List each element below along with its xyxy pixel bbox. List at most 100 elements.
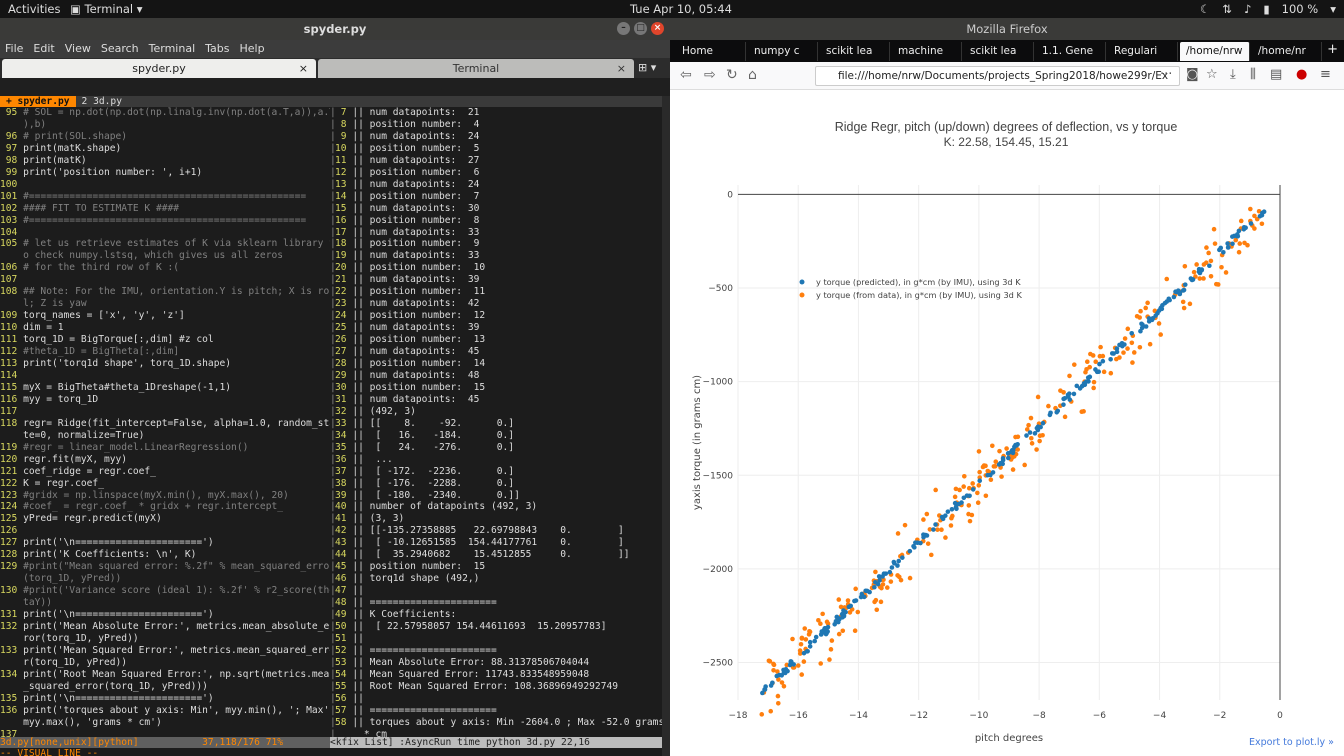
- menu-item-edit[interactable]: Edit: [33, 42, 55, 55]
- code-text: myX = BigTheta#theta_1Dreshape(-1,1): [17, 381, 232, 393]
- output-text: || ======================: [346, 704, 497, 716]
- line-number: 54: [335, 668, 347, 680]
- reload-icon[interactable]: ↻: [726, 67, 738, 83]
- output-line: 27 || num datapoints: 45: [335, 346, 662, 358]
- menu-item-terminal[interactable]: Terminal: [148, 42, 196, 55]
- terminal-titlebar[interactable]: spyder.py – □ ×: [0, 18, 670, 40]
- data-point-observed: [1180, 299, 1186, 305]
- page-actions-icon[interactable]: ···: [1160, 67, 1173, 82]
- browser-tab[interactable]: /home/nrw: [1180, 42, 1250, 61]
- data-point-predicted: [779, 673, 785, 678]
- data-point-predicted: [843, 609, 848, 615]
- y-tick-label: −1000: [703, 378, 734, 388]
- browser-tab[interactable]: Regulari: [1108, 42, 1178, 61]
- output-text: || position number: 5: [346, 142, 480, 154]
- output-line: 14 || position number: 7: [335, 191, 662, 203]
- line-number: 42: [335, 525, 347, 537]
- maximize-button[interactable]: □: [634, 22, 647, 35]
- pocket-icon[interactable]: ◙: [1186, 67, 1199, 82]
- browser-tab-label: /home/nrw: [1186, 45, 1243, 57]
- terminal-scrollbar[interactable]: [662, 96, 670, 756]
- line-number: 53: [335, 656, 347, 668]
- vim-editor[interactable]: + spyder.py 2 3d.py 95 # SOL = np.dot(np…: [0, 96, 682, 756]
- firefox-titlebar[interactable]: Mozilla Firefox: [670, 18, 1344, 40]
- data-point-observed: [1233, 237, 1239, 243]
- data-point-observed: [975, 490, 980, 496]
- data-point-observed: [1022, 462, 1027, 468]
- new-tab-button[interactable]: +: [1327, 42, 1338, 57]
- terminal-icon: ▣: [70, 2, 85, 16]
- library-icon[interactable]: ⫼: [1250, 67, 1256, 82]
- sidebar-icon[interactable]: ▤: [1270, 67, 1283, 82]
- data-point-predicted: [804, 649, 810, 654]
- forward-icon[interactable]: ⇨: [704, 67, 716, 83]
- data-point-predicted: [819, 629, 825, 634]
- bookmark-star-icon[interactable]: ☆: [1206, 67, 1218, 82]
- clock[interactable]: Tue Apr 10, 05:44: [630, 2, 732, 16]
- data-point-observed: [990, 443, 995, 449]
- chevron-down-icon: ▾: [1330, 2, 1336, 16]
- browser-tab[interactable]: Home: [676, 42, 746, 61]
- line-number: 107: [0, 274, 18, 286]
- menu-item-view[interactable]: View: [64, 42, 91, 55]
- line-number: 7: [335, 107, 347, 118]
- ublock-icon[interactable]: ●: [1296, 67, 1308, 82]
- activities-button[interactable]: Activities: [8, 2, 61, 16]
- export-to-plotly-link[interactable]: Export to plot.ly »: [1249, 737, 1334, 748]
- browser-tab[interactable]: numpy c: [748, 42, 818, 61]
- code-text: ## Note: For the IMU, orientation.Y is p…: [17, 286, 330, 298]
- system-tray[interactable]: ☾ ⇅ ♪ ▮ 100 % ▾: [1200, 2, 1336, 16]
- menu-item-tabs[interactable]: Tabs: [205, 42, 230, 55]
- data-point-observed: [1194, 262, 1199, 267]
- close-button[interactable]: ×: [651, 22, 664, 35]
- x-tick-label: −14: [849, 711, 868, 721]
- browser-tab[interactable]: 1.1. Gene: [1036, 42, 1106, 61]
- vim-tab-3d[interactable]: 2 3d.py: [81, 96, 122, 107]
- data-point-observed: [1252, 213, 1257, 219]
- code-line: 116 myy = torq_1D: [0, 394, 330, 406]
- code-pane[interactable]: 95 # SOL = np.dot(np.dot(np.linalg.inv(n…: [0, 107, 330, 737]
- menu-item-help[interactable]: Help: [239, 42, 265, 55]
- data-point-observed: [943, 535, 948, 540]
- output-line: 8 || position number: 4: [335, 119, 662, 131]
- url-bar[interactable]: file:///home/nrw/Documents/projects_Spri…: [815, 66, 1180, 86]
- output-line: 52 || ======================: [335, 645, 662, 657]
- scatter-chart[interactable]: Ridge Regr, pitch (up/down) degrees of d…: [670, 90, 1344, 756]
- browser-tab[interactable]: scikit lea: [820, 42, 890, 61]
- data-point-predicted: [864, 588, 870, 594]
- vim-tab-spyder[interactable]: + spyder.py: [0, 96, 76, 107]
- data-point-observed: [1181, 305, 1187, 311]
- data-point-predicted: [913, 540, 918, 545]
- close-tab-icon[interactable]: ×: [298, 62, 308, 75]
- data-point-observed: [966, 485, 972, 491]
- hamburger-menu-icon[interactable]: ≡: [1320, 67, 1331, 82]
- code-line: myy.max(), 'grams * cm'): [0, 717, 330, 729]
- minimize-button[interactable]: –: [617, 22, 630, 35]
- browser-tab[interactable]: scikit lea: [964, 42, 1034, 61]
- back-icon[interactable]: ⇦: [680, 67, 692, 83]
- code-line: ),b): [0, 119, 330, 131]
- data-point-observed: [838, 604, 844, 610]
- new-tab-icon[interactable]: ⊞ ▾: [638, 61, 657, 74]
- browser-tab[interactable]: machine: [892, 42, 962, 61]
- data-point-observed: [836, 631, 842, 637]
- y-tick-label: −1500: [703, 471, 734, 481]
- tab-terminal[interactable]: Terminal ×: [318, 59, 634, 78]
- code-line: 113 print('torq1d shape', torq_1D.shape): [0, 358, 330, 370]
- download-icon[interactable]: ⤓: [1230, 67, 1236, 82]
- close-tab-icon[interactable]: ×: [616, 62, 626, 75]
- code-text: print('torques about y axis: Min', myy.m…: [17, 704, 330, 716]
- browser-tab[interactable]: /home/nr: [1252, 42, 1322, 61]
- output-text: || position number: 9: [346, 238, 480, 250]
- code-line: 98 print(matK): [0, 155, 330, 167]
- home-icon[interactable]: ⌂: [748, 67, 757, 83]
- data-point-predicted: [933, 522, 938, 527]
- output-line: 32 || (492, 3): [335, 406, 662, 418]
- quickfix-pane[interactable]: 7 || num datapoints: 21 8 || position nu…: [335, 107, 662, 737]
- menu-item-file[interactable]: File: [5, 42, 24, 55]
- data-point-predicted: [1129, 330, 1135, 336]
- app-menu-terminal[interactable]: ▣ Terminal ▾: [70, 2, 143, 16]
- tab-spyder[interactable]: spyder.py ×: [2, 59, 316, 78]
- code-text: print('\n======================'): [17, 537, 214, 549]
- menu-item-search[interactable]: Search: [100, 42, 139, 55]
